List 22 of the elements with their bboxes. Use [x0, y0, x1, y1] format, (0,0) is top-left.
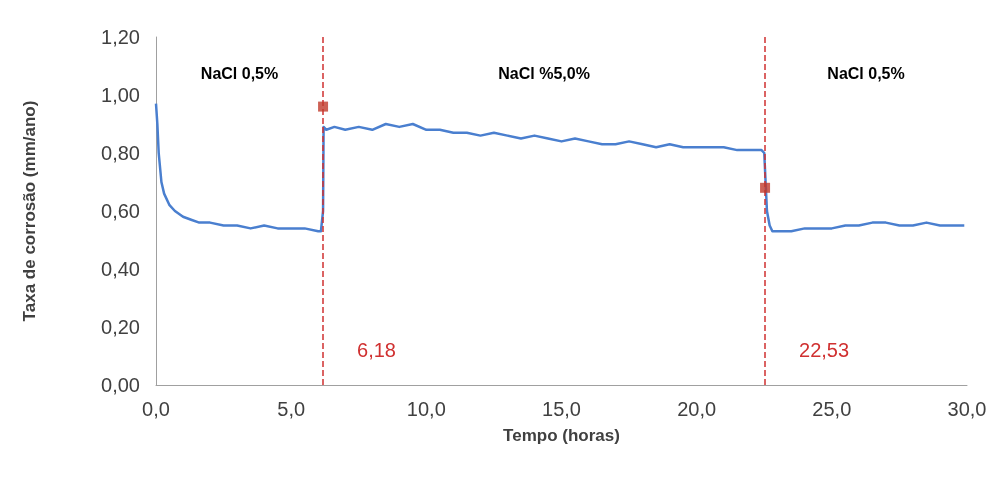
annotation: NaCl 0,5% [827, 64, 905, 82]
ref-line-label: 6,18 [357, 339, 396, 362]
y-tick-label: 0,40 [101, 258, 140, 280]
x-tick-label: 5,0 [277, 398, 306, 420]
x-tick-label: 10,0 [406, 398, 446, 420]
y-tick-label: 0,20 [101, 316, 140, 338]
ref-line-label: 22,53 [799, 339, 850, 362]
y-axis-title: Taxa de corrosão (mm/ano) [20, 100, 39, 322]
y-tick-label: 1,00 [101, 84, 140, 106]
x-tick-label: 30,0 [947, 398, 987, 420]
x-tick-label: 25,0 [812, 398, 852, 420]
y-tick-label: 0,00 [101, 374, 140, 396]
annotation: NaCl 0,5% [200, 64, 279, 82]
y-tick-label: 0,80 [101, 142, 140, 164]
line-series [154, 102, 966, 233]
x-tick-label: 0,0 [142, 398, 170, 420]
annotation: NaCl %5,0% [498, 64, 590, 82]
x-tick-label: 20,0 [677, 398, 717, 420]
y-tick-label: 1,20 [101, 26, 140, 48]
x-tick-label: 15,0 [542, 398, 581, 420]
x-axis-title: Tempo (horas) [503, 426, 620, 445]
y-tick-label: 0,60 [101, 200, 140, 222]
